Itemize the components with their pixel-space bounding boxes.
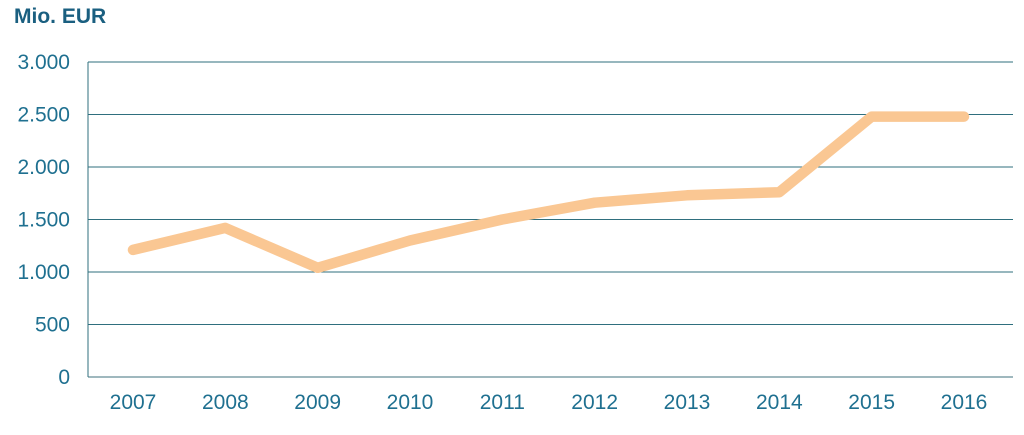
y-tick-label: 1.500 [17,209,70,232]
x-tick-label: 2016 [941,391,988,414]
gridlines [88,61,1013,325]
x-tick-label: 2012 [571,391,618,414]
x-tick-label: 2010 [387,391,434,414]
y-tick-label: 1.000 [17,261,70,284]
y-tick-label: 2.500 [17,104,70,127]
x-tick-label: 2009 [294,391,341,414]
x-tick-label: 2007 [110,391,157,414]
x-axis-tick-labels: 2007 2008 2009 2010 2011 2012 2013 2014 2015 2016 [110,391,988,414]
chart-title: Mio. EUR [14,5,107,28]
y-tick-label: 500 [35,314,70,337]
x-tick-label: 2013 [664,391,711,414]
y-tick-label: 3.000 [17,51,70,74]
y-tick-label: 2.000 [17,156,70,179]
data-line-series [127,111,970,274]
y-axis-tick-labels: 0 500 1.000 1.500 2.000 2.500 3.000 [17,51,70,389]
x-tick-label: 2014 [756,391,803,414]
x-tick-label: 2015 [848,391,895,414]
x-tick-label: 2008 [202,391,249,414]
y-tick-label: 0 [58,366,70,389]
axis-lines [87,62,1013,378]
x-tick-label: 2011 [480,391,525,414]
